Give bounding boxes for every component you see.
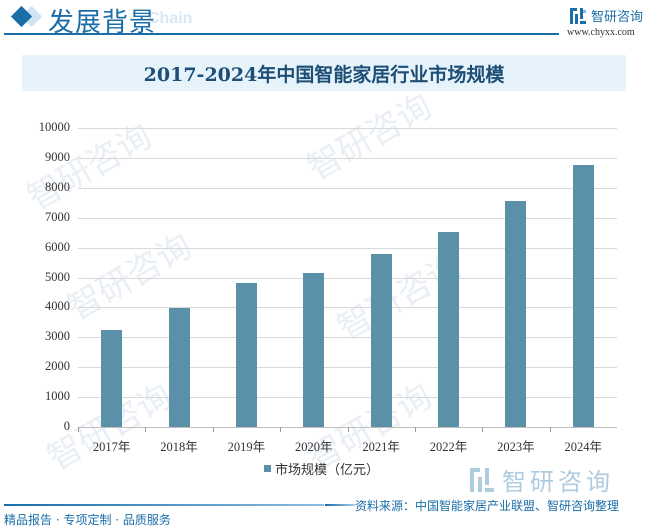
bar xyxy=(303,273,325,427)
x-tick-label: 2022年 xyxy=(429,440,468,454)
bar xyxy=(572,165,594,427)
x-tick-mark xyxy=(482,427,484,432)
gridline xyxy=(78,128,617,129)
chart-title: 2017-2024年中国智能家居行业市场规模 xyxy=(143,63,505,86)
brand-logo: 智研咨询 xyxy=(570,6,643,25)
bar xyxy=(168,307,190,427)
x-tick-mark xyxy=(414,427,416,432)
page-header: Chain 发展背景 智研咨询 www.chyxx.com xyxy=(0,0,650,40)
y-tick-label: 9000 xyxy=(45,149,70,164)
bar xyxy=(235,283,257,427)
y-tick-label: 4000 xyxy=(45,299,70,314)
gridline xyxy=(78,397,617,399)
source-note: 资料来源：中国智能家居产业联盟、智研咨询整理 xyxy=(355,499,620,513)
x-tick-label: 2017年 xyxy=(92,440,131,454)
header-divider xyxy=(4,33,559,35)
gridline xyxy=(78,187,617,189)
x-tick-label: 2024年 xyxy=(564,440,603,454)
footer-tagline: 精品报告 · 专项定制 · 品质服务 xyxy=(4,513,171,527)
logo-mark-icon xyxy=(570,7,586,24)
gridline xyxy=(78,337,617,339)
gridline xyxy=(78,307,617,309)
x-tick-label: 2023年 xyxy=(497,440,535,454)
bar xyxy=(505,200,527,427)
bar xyxy=(370,253,392,427)
x-tick-mark xyxy=(145,427,147,432)
gridline xyxy=(78,217,617,219)
bar xyxy=(101,329,123,427)
logo-url: www.chyxx.com xyxy=(567,27,635,38)
x-tick-mark xyxy=(78,427,79,432)
y-tick-label: 10000 xyxy=(38,120,70,134)
x-tick-label: 2020年 xyxy=(295,440,333,454)
section-subtitle: Chain xyxy=(148,10,193,27)
diamond-icon xyxy=(10,5,33,28)
watermark-logo: 智研咨询 xyxy=(470,462,614,497)
gridline xyxy=(78,277,617,279)
x-tick-mark xyxy=(280,427,282,432)
logo-text: 智研咨询 xyxy=(591,10,644,25)
chart-title-bar: 2017-2024年中国智能家居行业市场规模 xyxy=(22,55,626,91)
gridline xyxy=(78,367,617,369)
x-tick-label: 2021年 xyxy=(362,440,400,454)
y-tick-label: 0 xyxy=(63,419,70,433)
x-tick-label: 2018年 xyxy=(160,440,198,454)
legend-swatch-icon xyxy=(264,465,271,472)
y-tick-label: 3000 xyxy=(45,329,70,344)
legend-label: 市场规模（亿元） xyxy=(275,463,380,478)
x-tick-mark xyxy=(549,427,551,432)
bar xyxy=(438,232,460,427)
y-tick-label: 1000 xyxy=(45,389,70,404)
footer-divider xyxy=(4,504,324,506)
y-tick-label: 2000 xyxy=(45,359,70,374)
gridline xyxy=(78,157,617,159)
watermark: 智研咨询 xyxy=(300,86,439,189)
y-tick-label: 8000 xyxy=(45,179,70,194)
source-divider xyxy=(325,504,355,506)
x-tick-mark xyxy=(347,427,349,432)
watermark-logo-icon xyxy=(470,467,494,492)
x-tick-label: 2019年 xyxy=(227,440,266,454)
y-tick-label: 7000 xyxy=(45,209,70,224)
x-tick-mark xyxy=(212,427,214,432)
chart-legend: 市场规模（亿元） xyxy=(264,459,379,478)
y-tick-label: 6000 xyxy=(45,239,70,254)
gridline xyxy=(78,247,617,249)
y-tick-label: 5000 xyxy=(45,269,70,284)
watermark-logo-text: 智研咨询 xyxy=(502,468,614,496)
